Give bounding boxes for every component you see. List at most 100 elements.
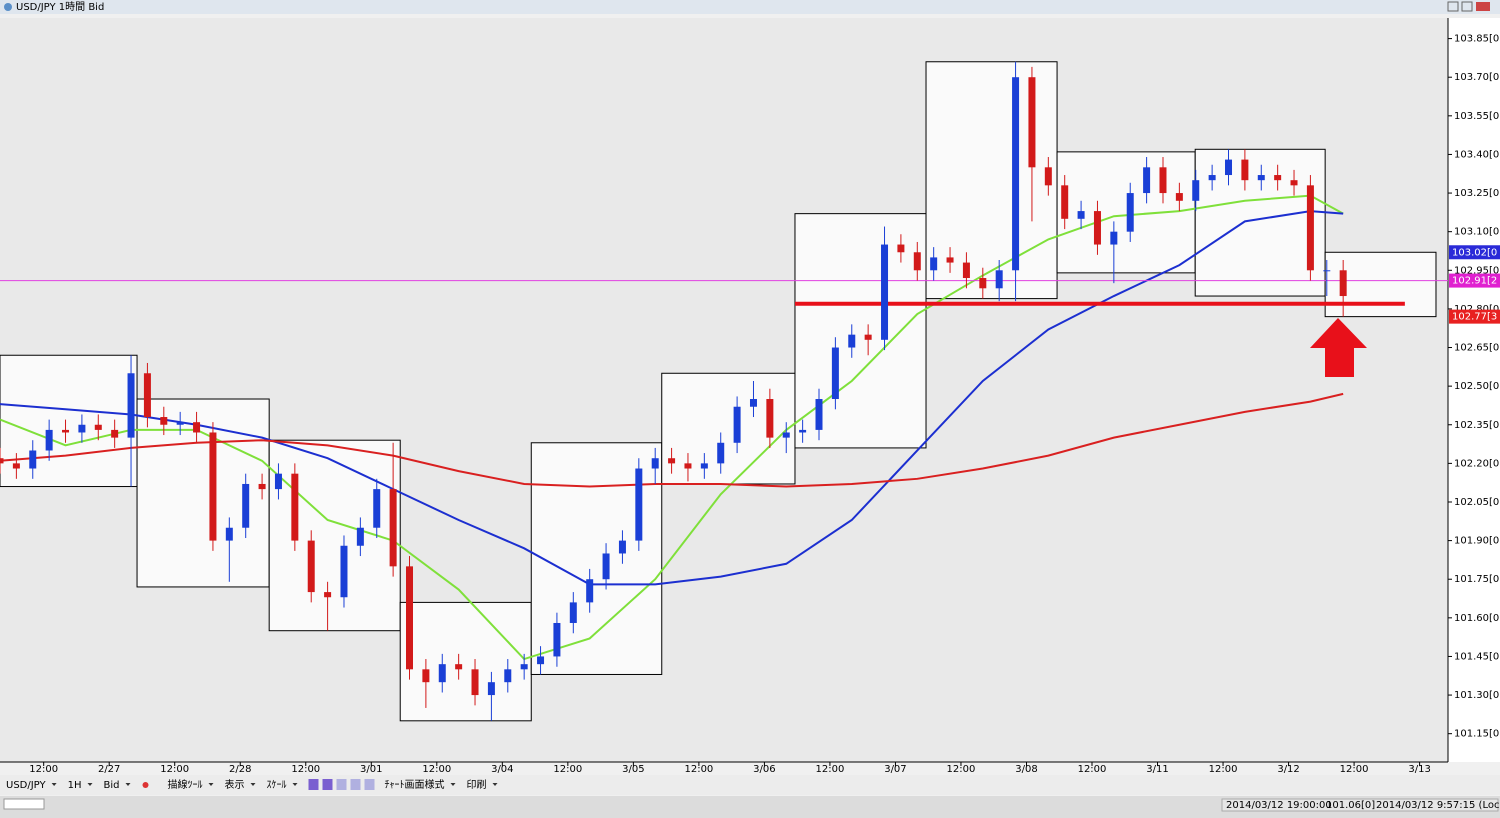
y-tick-label: 102.05[0] — [1454, 497, 1500, 508]
candle-body — [12, 463, 20, 469]
x-tick-label: 12:00 — [553, 764, 582, 775]
title-bar — [0, 0, 1500, 14]
candle-body — [668, 458, 676, 464]
price-tag — [1449, 245, 1500, 260]
candle-body — [1126, 193, 1134, 232]
toolbar-item[interactable]: 描線ﾂｰﾙ — [168, 778, 203, 791]
candle-body — [1257, 175, 1265, 181]
y-tick-label: 102.20[0] — [1454, 458, 1500, 469]
candle-body — [1012, 77, 1020, 271]
close-button[interactable] — [1476, 2, 1490, 11]
x-tick-label: 3/08 — [1015, 764, 1037, 775]
x-tick-label: 3/07 — [884, 764, 906, 775]
toolbar-item[interactable]: Bid — [104, 780, 120, 791]
price-tag-label: 102.91[2 — [1452, 276, 1497, 287]
candle-body — [782, 432, 790, 438]
toolbar-item[interactable]: 表示 — [225, 778, 245, 791]
y-tick-label: 103.55[0] — [1454, 111, 1500, 122]
candle-body — [995, 270, 1003, 289]
price-tag — [1449, 309, 1500, 324]
candle-body — [766, 399, 774, 438]
price-tag-label: 102.77[3 — [1452, 312, 1497, 323]
toolbar-item[interactable]: ﾁｬｰﾄ画面様式 — [385, 778, 445, 791]
scrollbar[interactable] — [3, 798, 45, 810]
x-tick-label: 3/06 — [753, 764, 775, 775]
candle-body — [1159, 167, 1167, 194]
candle-layer — [0, 61, 1347, 721]
dropdown-arrow — [208, 783, 214, 786]
toolbar-item[interactable]: 印刷 — [467, 779, 487, 791]
candle-body — [897, 244, 905, 253]
arrow — [1310, 318, 1367, 377]
candle-body — [799, 429, 807, 433]
y-tick-label: 102.80[0] — [1454, 304, 1500, 315]
price-axis — [1448, 18, 1500, 762]
day-range-box — [136, 398, 270, 588]
candle-body — [749, 399, 757, 407]
candle-body — [684, 463, 692, 469]
min-button[interactable] — [1447, 1, 1459, 12]
candle-body — [864, 334, 872, 340]
candle-body — [487, 682, 495, 696]
dropdown-arrow — [492, 783, 498, 786]
y-tick-label: 101.45[0] — [1454, 651, 1500, 662]
day-range-box — [1194, 148, 1326, 297]
candle-body — [471, 669, 479, 696]
x-tick-label: 3/04 — [491, 764, 513, 775]
x-tick-label: 12:00 — [160, 764, 189, 775]
y-tick-label: 102.50[0] — [1454, 381, 1500, 392]
candle-body — [700, 463, 708, 469]
day-range-box — [661, 372, 796, 485]
candle-body — [1044, 167, 1052, 186]
day-range-box — [0, 354, 138, 488]
candle-body — [209, 432, 217, 541]
window-buttons — [1447, 1, 1490, 12]
candle-body — [520, 664, 528, 670]
moving-average — [0, 392, 1344, 488]
candle-body — [258, 483, 266, 490]
candle-body — [62, 429, 70, 433]
candle-body — [193, 422, 201, 433]
y-tick-label: 101.15[0] — [1454, 729, 1500, 740]
x-tick-label: 3/05 — [622, 764, 644, 775]
x-tick-label: 3/13 — [1408, 764, 1430, 775]
candle-body — [504, 669, 512, 683]
x-tick-label: 12:00 — [422, 764, 451, 775]
day-range-box — [268, 439, 401, 632]
candle-body — [1241, 159, 1249, 181]
toolbar-item[interactable]: 1H — [68, 780, 82, 791]
x-tick-label: 2/27 — [98, 764, 120, 775]
candle-body — [94, 424, 102, 430]
x-tick-label: 3/01 — [360, 764, 382, 775]
x-tick-label: 12:00 — [684, 764, 713, 775]
candle-body — [406, 566, 414, 670]
price-tag — [1449, 273, 1500, 288]
candle-body — [651, 458, 659, 469]
toolbar-item[interactable]: USD/JPY — [6, 780, 46, 791]
dropdown-arrow — [450, 783, 456, 786]
candle-body — [569, 602, 577, 623]
candle-body — [1077, 211, 1085, 219]
candle-body — [717, 442, 725, 464]
dropdown-arrow — [292, 783, 298, 786]
y-tick-label: 103.25[0] — [1454, 188, 1500, 199]
candle-body — [1274, 175, 1282, 181]
dropdown-arrow — [51, 783, 57, 786]
candle-body — [962, 262, 970, 279]
toolbar-item[interactable]: ｽｹｰﾙ — [267, 779, 287, 791]
candle-body — [274, 473, 282, 490]
dropdown-arrow — [125, 783, 131, 786]
y-tick-label: 102.95[0] — [1454, 265, 1500, 276]
moving-average — [0, 194, 1344, 661]
status-box — [1221, 798, 1499, 812]
status-local: 2014/03/12 9:57:15 (Local) — [1376, 800, 1500, 811]
candle-body — [930, 257, 938, 271]
candle-body — [946, 257, 954, 263]
candle-body — [242, 483, 250, 528]
candle-body — [143, 373, 151, 418]
max-button[interactable] — [1461, 1, 1473, 12]
y-tick-label: 103.85[0] — [1454, 34, 1500, 45]
candle-body — [422, 669, 430, 683]
x-tick-label: 12:00 — [947, 764, 976, 775]
